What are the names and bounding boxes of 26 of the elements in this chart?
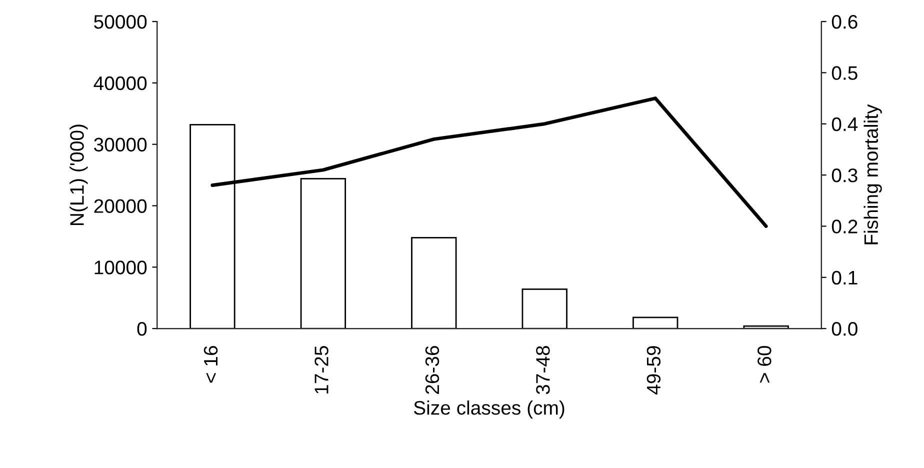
x-axis-title: Size classes (cm) bbox=[414, 400, 564, 419]
x-tick-label: < 16 bbox=[204, 346, 218, 383]
x-tick-label: 37-48 bbox=[536, 346, 550, 394]
bar bbox=[411, 236, 457, 329]
bar bbox=[632, 316, 678, 329]
x-tick-label: 49-59 bbox=[646, 346, 661, 394]
y2-tick-label: 0.5 bbox=[832, 66, 858, 80]
y-axis-title: N(L1) ('000) bbox=[70, 124, 88, 225]
bar bbox=[522, 288, 568, 329]
y-tick-label: 40000 bbox=[94, 76, 147, 90]
y2-tick-label: 0.1 bbox=[832, 270, 858, 285]
y-tick-label: 30000 bbox=[94, 138, 147, 152]
y-tick-label: 10000 bbox=[94, 260, 147, 274]
y2-tick-label: 0.6 bbox=[832, 14, 858, 29]
x-tick-label: 26-36 bbox=[425, 346, 440, 394]
bar bbox=[300, 178, 346, 329]
y2-tick-label: 0.0 bbox=[832, 322, 858, 336]
x-tick-label: 17-25 bbox=[314, 346, 328, 394]
y-tick-label: 50000 bbox=[94, 14, 147, 29]
y-tick-label: 0 bbox=[137, 322, 147, 336]
y2-tick-label: 0.4 bbox=[832, 117, 858, 132]
x-tick-label: > 60 bbox=[758, 346, 772, 383]
y2-tick-label: 0.2 bbox=[832, 220, 858, 234]
y2-axis-title: Fishing mortality bbox=[864, 104, 882, 244]
y2-tick-label: 0.3 bbox=[832, 168, 858, 182]
y-tick-label: 20000 bbox=[94, 199, 147, 213]
